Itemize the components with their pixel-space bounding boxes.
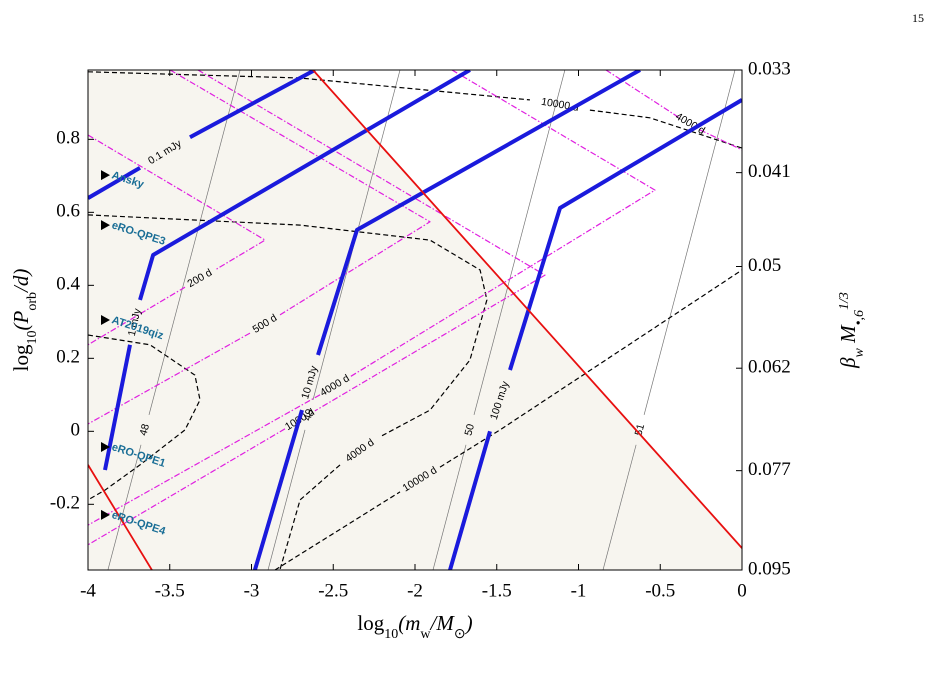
x-axis-label: log10(mw/M⊙) bbox=[357, 611, 472, 642]
source-marker bbox=[101, 442, 111, 453]
contour-line bbox=[602, 70, 736, 570]
contour-line bbox=[103, 70, 471, 471]
contour-line bbox=[605, 70, 742, 151]
y2-tick-label: 0.033 bbox=[748, 58, 791, 79]
y2-axis-label: βw M•,61/3 bbox=[836, 292, 867, 369]
contour-line bbox=[448, 98, 742, 570]
x-tick-label: -4 bbox=[80, 580, 96, 601]
source-marker bbox=[101, 170, 111, 181]
source-marker bbox=[101, 220, 111, 231]
y2-axis-label-part: •,6 bbox=[852, 310, 867, 325]
contour-line bbox=[88, 334, 201, 501]
y-axis-label-part: /d) bbox=[9, 269, 33, 293]
contour-line bbox=[88, 134, 266, 346]
y-axis-label-part: (P bbox=[9, 310, 33, 330]
x-tick-label: -0.5 bbox=[645, 580, 675, 601]
y-tick-label: 0.2 bbox=[56, 347, 80, 368]
contour-line bbox=[88, 70, 431, 425]
y-axis-label-part: log bbox=[9, 344, 33, 371]
y2-axis-label-part: M bbox=[836, 324, 860, 348]
y-tick-label: 0 bbox=[71, 420, 81, 441]
contour-line bbox=[88, 70, 316, 200]
contour-label: 50 bbox=[462, 422, 477, 437]
contour-line bbox=[107, 70, 241, 570]
y-tick-label: 0.4 bbox=[56, 274, 80, 295]
x-axis-label-part: 10 bbox=[384, 627, 398, 642]
x-tick-label: 0 bbox=[737, 580, 747, 601]
contour-label: 10000 d bbox=[540, 96, 580, 114]
x-axis-label-part: /M bbox=[430, 611, 456, 635]
contour-label: 48 bbox=[137, 423, 152, 438]
contour-line bbox=[88, 70, 656, 526]
y2-tick-label: 0.05 bbox=[748, 255, 781, 276]
x-tick-label: -3.5 bbox=[155, 580, 185, 601]
contour-line bbox=[274, 269, 742, 570]
shaded-region bbox=[88, 70, 742, 570]
y-tick-label: 0.8 bbox=[56, 128, 80, 149]
x-tick-label: -3 bbox=[244, 580, 260, 601]
contour-line bbox=[88, 214, 488, 570]
y-axis-label-part: 10 bbox=[25, 330, 40, 344]
y-tick-label: -0.2 bbox=[50, 493, 80, 514]
x-axis-label-part: log bbox=[357, 611, 384, 635]
y2-tick-label: 0.041 bbox=[748, 161, 791, 182]
x-axis-label-part: ) bbox=[465, 611, 473, 635]
y-tick-label: 0.6 bbox=[56, 201, 80, 222]
y2-tick-label: 0.077 bbox=[748, 459, 791, 480]
contour-line bbox=[252, 70, 641, 570]
x-tick-label: -1.5 bbox=[482, 580, 512, 601]
y-axis-label-part: orb bbox=[25, 292, 40, 311]
x-axis-label-part: (m bbox=[398, 611, 420, 635]
contour-label: 49 bbox=[301, 408, 316, 423]
x-axis-label-part: ⊙ bbox=[454, 627, 466, 642]
contour-line bbox=[88, 70, 742, 570]
y2-tick-label: 0.095 bbox=[748, 558, 791, 579]
source-marker bbox=[101, 315, 111, 325]
contour-line bbox=[88, 70, 546, 546]
x-axis-label-part: w bbox=[420, 627, 431, 642]
contour-label: 51 bbox=[633, 423, 648, 438]
y2-axis-label-part: β bbox=[836, 357, 860, 369]
y2-tick-label: 0.062 bbox=[748, 357, 791, 378]
x-tick-label: -2.5 bbox=[318, 580, 348, 601]
x-tick-label: -1 bbox=[571, 580, 587, 601]
x-tick-label: -2 bbox=[407, 580, 423, 601]
y-axis-label: log10(Porb/d) bbox=[9, 269, 40, 372]
source-marker bbox=[101, 509, 111, 520]
page-number: 15 bbox=[912, 11, 924, 25]
y2-axis-label-part: 1/3 bbox=[837, 292, 852, 310]
y2-axis-label-part: w bbox=[852, 347, 867, 357]
contour-line bbox=[432, 70, 566, 570]
